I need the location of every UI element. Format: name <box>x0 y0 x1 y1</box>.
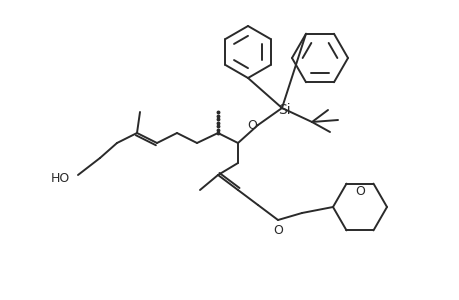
Text: Si: Si <box>277 103 290 117</box>
Text: O: O <box>354 185 364 198</box>
Text: O: O <box>273 224 282 236</box>
Text: HO: HO <box>50 172 70 184</box>
Text: O: O <box>246 118 257 131</box>
